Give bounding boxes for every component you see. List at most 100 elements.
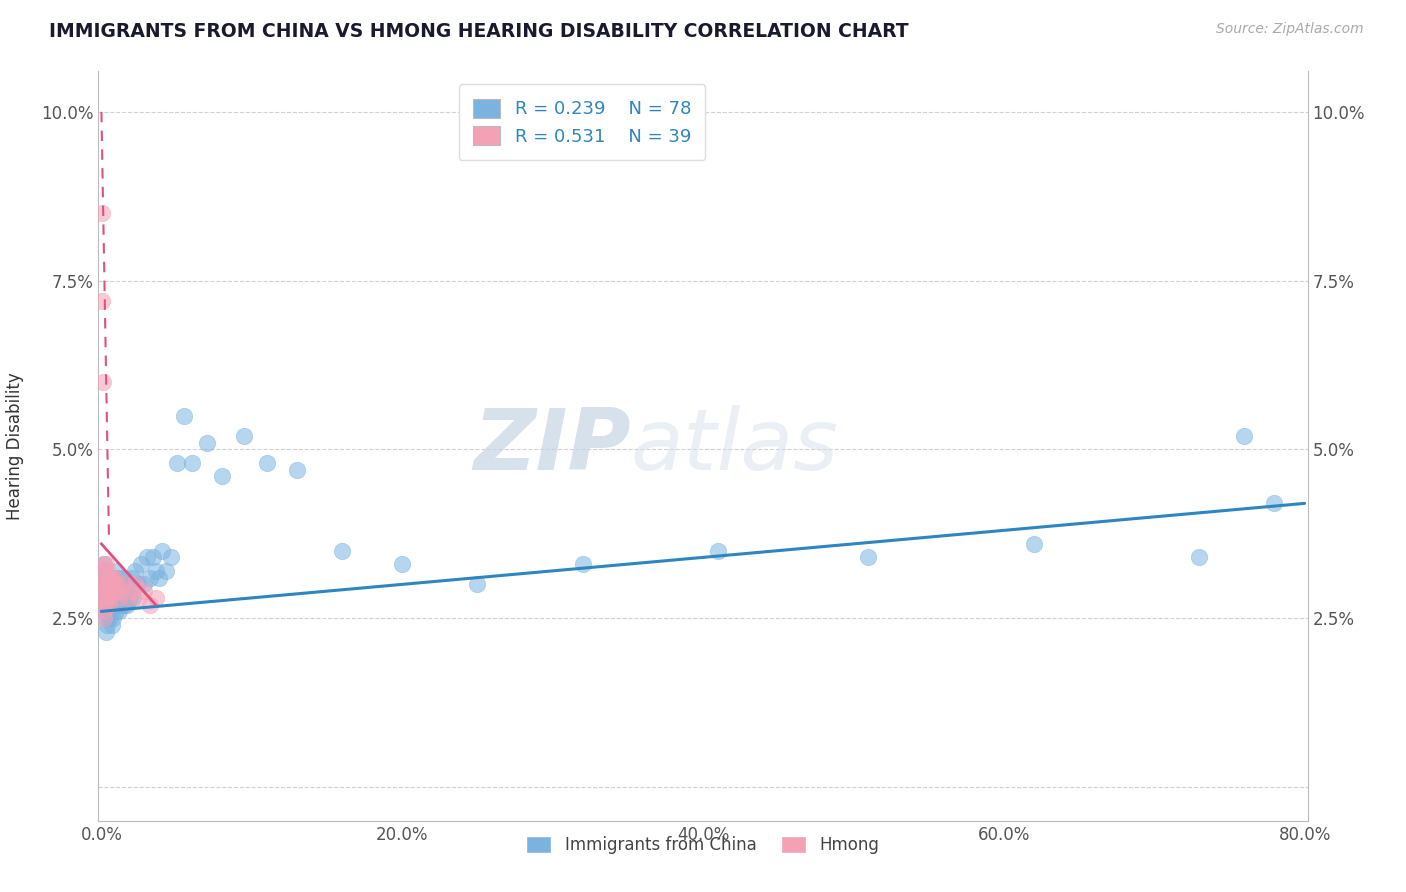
- Point: [103, 577, 125, 591]
- Point: [138, 598, 160, 612]
- Point: [256, 456, 278, 470]
- Point: [96, 577, 118, 591]
- Point: [91, 577, 114, 591]
- Point: [94, 591, 117, 605]
- Point: [94, 624, 117, 639]
- Point: [117, 577, 139, 591]
- Point: [96, 591, 118, 605]
- Point: [121, 584, 143, 599]
- Point: [118, 591, 141, 605]
- Point: [105, 584, 128, 599]
- Point: [145, 591, 167, 605]
- Point: [91, 293, 114, 308]
- Point: [107, 598, 129, 612]
- Point: [103, 611, 125, 625]
- Point: [180, 456, 202, 470]
- Point: [93, 577, 115, 591]
- Point: [1188, 550, 1211, 565]
- Point: [108, 591, 131, 605]
- Point: [135, 550, 157, 565]
- Point: [97, 571, 120, 585]
- Point: [96, 598, 118, 612]
- Point: [128, 591, 150, 605]
- Point: [571, 557, 593, 571]
- Point: [467, 577, 489, 591]
- Point: [93, 564, 115, 578]
- Point: [96, 618, 118, 632]
- Point: [93, 591, 115, 605]
- Point: [155, 564, 177, 578]
- Point: [100, 604, 122, 618]
- Point: [91, 564, 114, 578]
- Point: [132, 584, 155, 599]
- Point: [142, 550, 165, 565]
- Point: [159, 550, 181, 565]
- Point: [96, 577, 118, 591]
- Point: [707, 543, 730, 558]
- Point: [104, 598, 127, 612]
- Point: [94, 557, 117, 571]
- Point: [101, 571, 124, 585]
- Point: [103, 577, 125, 591]
- Point: [94, 604, 117, 618]
- Point: [122, 591, 145, 605]
- Point: [138, 571, 160, 585]
- Point: [148, 571, 170, 585]
- Point: [93, 604, 115, 618]
- Point: [110, 577, 132, 591]
- Point: [101, 584, 124, 599]
- Point: [101, 577, 124, 591]
- Point: [110, 584, 132, 599]
- Point: [107, 577, 129, 591]
- Point: [94, 584, 117, 599]
- Point: [94, 611, 117, 625]
- Point: [285, 462, 308, 476]
- Point: [114, 584, 136, 599]
- Point: [93, 611, 115, 625]
- Point: [121, 571, 143, 585]
- Point: [91, 591, 114, 605]
- Point: [1263, 496, 1285, 510]
- Y-axis label: Hearing Disability: Hearing Disability: [7, 372, 24, 520]
- Point: [97, 584, 120, 599]
- Point: [100, 591, 122, 605]
- Text: Source: ZipAtlas.com: Source: ZipAtlas.com: [1216, 22, 1364, 37]
- Point: [100, 577, 122, 591]
- Point: [124, 577, 146, 591]
- Point: [115, 598, 138, 612]
- Point: [112, 598, 135, 612]
- Point: [104, 571, 127, 585]
- Point: [101, 618, 124, 632]
- Point: [94, 571, 117, 585]
- Point: [97, 611, 120, 625]
- Point: [112, 577, 135, 591]
- Point: [91, 591, 114, 605]
- Point: [100, 577, 122, 591]
- Point: [96, 564, 118, 578]
- Point: [97, 571, 120, 585]
- Point: [1022, 537, 1045, 551]
- Point: [1233, 429, 1256, 443]
- Point: [173, 409, 195, 423]
- Point: [111, 591, 134, 605]
- Point: [129, 557, 152, 571]
- Point: [104, 571, 127, 585]
- Point: [93, 604, 115, 618]
- Point: [93, 557, 115, 571]
- Point: [108, 577, 131, 591]
- Point: [195, 435, 218, 450]
- Point: [91, 557, 114, 571]
- Point: [97, 584, 120, 599]
- Point: [115, 591, 138, 605]
- Point: [93, 577, 115, 591]
- Point: [132, 577, 155, 591]
- Point: [100, 591, 122, 605]
- Point: [91, 375, 114, 389]
- Point: [91, 206, 114, 220]
- Point: [330, 543, 353, 558]
- Point: [124, 564, 146, 578]
- Point: [93, 598, 115, 612]
- Point: [105, 564, 128, 578]
- Point: [103, 591, 125, 605]
- Point: [94, 571, 117, 585]
